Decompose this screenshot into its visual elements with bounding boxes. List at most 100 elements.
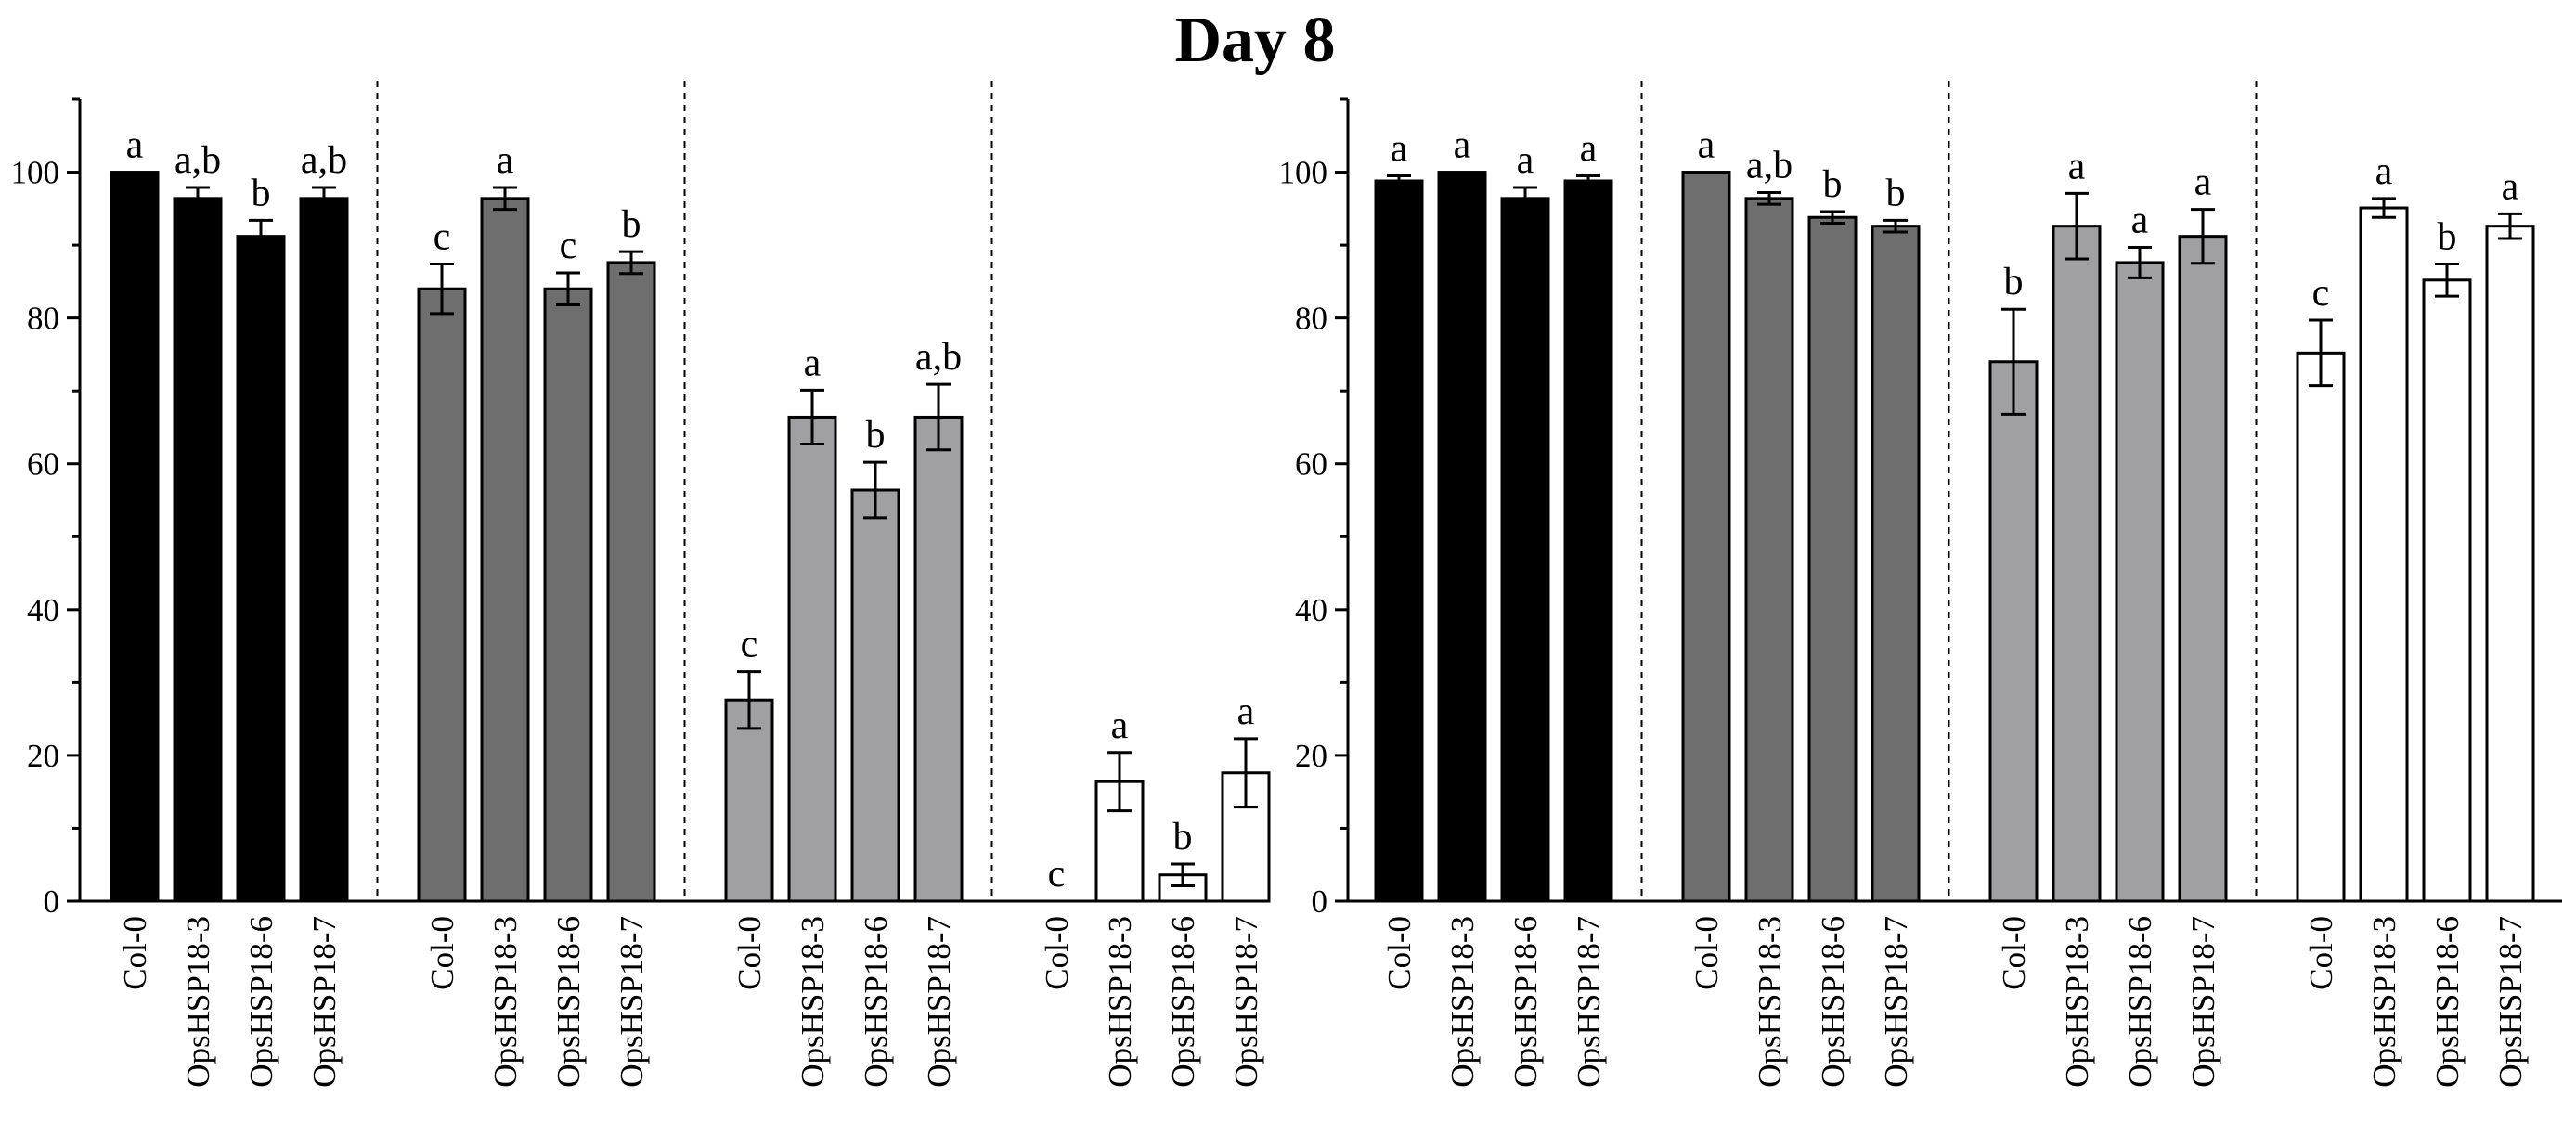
- x-category-label: OpsHSP18-3: [2059, 916, 2095, 1088]
- bar-group-2: c Col-0 a OpsHSP18-3 c OpsHSP18-6 b OpsHSP18-7: [417, 139, 656, 1088]
- x-category-label: Col-0: [1996, 916, 2032, 990]
- chart-title: Day 8: [1174, 5, 1335, 76]
- x-category-label: OpsHSP18-6: [1815, 916, 1851, 1088]
- y-tick-label: 100: [11, 155, 60, 191]
- x-category-label: OpsHSP18-3: [180, 916, 216, 1088]
- significance-label: a,b: [915, 336, 962, 379]
- bar: [1681, 171, 1731, 903]
- significance-label: a: [2068, 145, 2086, 187]
- y-tick-label: 80: [1295, 301, 1327, 337]
- significance-label: a: [126, 124, 144, 167]
- bar: [173, 197, 223, 903]
- x-category-label: OpsHSP18-3: [487, 916, 524, 1088]
- bar: [2178, 235, 2228, 903]
- significance-label: c: [560, 225, 577, 267]
- significance-label: b: [1886, 172, 1906, 214]
- bar-group-2: a Col-0 a,b OpsHSP18-3 b OpsHSP18-6 b OpsHSP18-…: [1681, 124, 1921, 1088]
- y-tick-label: 60: [1295, 446, 1327, 483]
- right-panel: 0 20 40 60 80 100 a Col-0 a OpsHSP18-3 a OpsHSP18-6…: [1279, 81, 2562, 1088]
- y-tick-label: 0: [44, 883, 60, 920]
- significance-label: b: [2004, 261, 2024, 303]
- significance-label: a: [1698, 124, 1715, 167]
- significance-label: a,b: [175, 139, 221, 182]
- significance-label: a: [2131, 199, 2149, 241]
- x-category-label: OpsHSP18-7: [614, 916, 650, 1088]
- significance-label: a: [1580, 127, 1598, 170]
- significance-label: a,b: [1746, 145, 1793, 187]
- significance-label: c: [434, 216, 451, 259]
- bar: [2422, 278, 2472, 903]
- significance-label: a: [2194, 161, 2212, 204]
- x-category-label: Col-0: [731, 916, 768, 990]
- bar: [1807, 215, 1858, 903]
- y-tick-label: 40: [1295, 592, 1327, 628]
- x-category-label: OpsHSP18-3: [795, 916, 831, 1088]
- bar: [850, 488, 900, 903]
- bar: [1563, 179, 1613, 903]
- significance-label: b: [866, 414, 886, 457]
- x-category-label: OpsHSP18-7: [921, 916, 957, 1088]
- y-tick-label: 60: [27, 446, 59, 483]
- y-tick-label: 40: [27, 592, 59, 628]
- x-category-label: OpsHSP18-6: [1508, 916, 1544, 1088]
- bar-group-3: b Col-0 a OpsHSP18-3 a OpsHSP18-6 a OpsHSP18-7: [1988, 145, 2228, 1088]
- bar: [299, 197, 349, 903]
- bar: [2115, 261, 2165, 903]
- significance-label: a: [1391, 127, 1408, 170]
- x-category-label: OpsHSP18-6: [1165, 916, 1201, 1088]
- significance-label: a,b: [301, 139, 347, 182]
- y-tick-label: 100: [1279, 155, 1328, 191]
- x-category-label: OpsHSP18-6: [2122, 916, 2158, 1088]
- bar: [1500, 197, 1550, 903]
- bar: [1744, 197, 1794, 903]
- x-category-label: OpsHSP18-6: [243, 916, 279, 1088]
- bar: [913, 415, 964, 903]
- bar: [787, 415, 837, 903]
- x-category-label: Col-0: [1689, 916, 1725, 990]
- significance-label: c: [741, 624, 758, 666]
- significance-label: a: [2502, 165, 2519, 208]
- bar: [543, 287, 593, 903]
- bar: [1437, 171, 1487, 903]
- y-tick-label: 20: [27, 738, 59, 774]
- x-category-label: OpsHSP18-7: [1228, 916, 1264, 1088]
- bar-group-1: a Col-0 a OpsHSP18-3 a OpsHSP18-6 a OpsHSP18-7: [1374, 124, 1613, 1088]
- bar: [2359, 206, 2409, 903]
- bar: [2485, 225, 2535, 903]
- left-panel: 0 20 40 60 80 100 a Col-0 a,b OpsHSP18-3 b OpsHSP18…: [11, 81, 1271, 1088]
- x-category-label: OpsHSP18-7: [2492, 916, 2529, 1088]
- significance-label: a: [497, 139, 514, 182]
- x-category-label: OpsHSP18-3: [1752, 916, 1788, 1088]
- significance-label: b: [1823, 163, 1843, 206]
- y-tick-label: 0: [1312, 883, 1328, 920]
- significance-label: a: [1237, 690, 1255, 733]
- bar-group-1: a Col-0 a,b OpsHSP18-3 b OpsHSP18-6 a,b OpsHSP1…: [110, 124, 349, 1088]
- x-category-label: OpsHSP18-6: [858, 916, 894, 1088]
- bar: [1094, 780, 1145, 903]
- y-tick-label: 20: [1295, 738, 1327, 774]
- significance-label: b: [1173, 816, 1193, 858]
- significance-label: a: [1517, 139, 1534, 182]
- significance-label: b: [622, 203, 641, 246]
- bar: [110, 171, 160, 903]
- x-category-label: OpsHSP18-6: [2429, 916, 2466, 1088]
- bar: [1988, 360, 2039, 903]
- significance-label: c: [1048, 853, 1066, 896]
- x-category-label: OpsHSP18-3: [1444, 916, 1481, 1088]
- bar-group-4: c Col-0 a OpsHSP18-3 b OpsHSP18-6 a OpsHSP18-7: [2296, 150, 2535, 1088]
- bar-group-3: c Col-0 a OpsHSP18-3 b OpsHSP18-6 a,b OpsHSP18-…: [724, 336, 964, 1088]
- x-category-label: OpsHSP18-7: [1878, 916, 1914, 1088]
- x-category-label: Col-0: [1381, 916, 1417, 990]
- bar: [2296, 351, 2346, 903]
- bar: [480, 197, 530, 903]
- bar: [236, 235, 286, 903]
- x-category-label: OpsHSP18-7: [2185, 916, 2221, 1088]
- x-category-label: Col-0: [424, 916, 460, 990]
- bar: [2052, 225, 2102, 903]
- significance-label: a: [1111, 704, 1129, 747]
- bar: [724, 698, 774, 903]
- x-category-label: OpsHSP18-3: [1102, 916, 1138, 1088]
- significance-label: c: [2312, 272, 2330, 315]
- x-category-label: OpsHSP18-7: [1571, 916, 1607, 1088]
